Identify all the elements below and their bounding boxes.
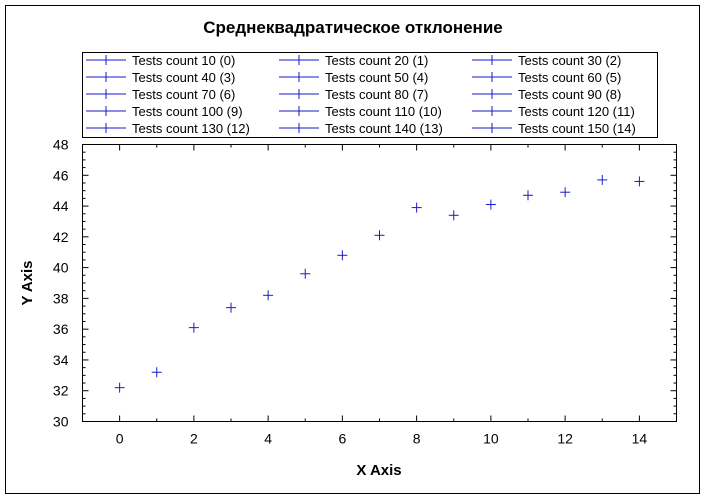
legend-label: Tests count 120 (11) (518, 104, 635, 119)
legend-label: Tests count 40 (3) (132, 70, 235, 85)
x-axis-label: X Axis (356, 462, 401, 479)
legend (82, 52, 658, 138)
legend-marker-icon (472, 106, 512, 116)
data-point (114, 382, 125, 393)
legend-label: Tests count 150 (14) (518, 121, 636, 136)
legend-items: Tests count 10 (0) Tests count 20 (1) Test… (86, 53, 636, 136)
legend-label: Tests count 30 (2) (518, 53, 621, 68)
legend-marker-icon (472, 123, 512, 133)
data-point (523, 190, 533, 201)
legend-marker-icon (279, 106, 319, 116)
y-tick-label: 42 (53, 229, 69, 245)
chart-title: Среднеквадратическое отклонение (203, 18, 502, 37)
legend-item: Tests count 50 (4) (279, 70, 428, 85)
legend-label: Tests count 70 (6) (132, 87, 235, 102)
x-tick-label: 4 (264, 431, 272, 447)
data-point (634, 176, 645, 187)
legend-label: Tests count 90 (8) (518, 87, 621, 102)
legend-marker-icon (86, 55, 126, 65)
y-tick-label: 34 (53, 352, 69, 368)
legend-label: Tests count 140 (13) (325, 121, 443, 136)
legend-item: Tests count 150 (14) (472, 121, 636, 136)
data-point (560, 187, 571, 198)
legend-item: Tests count 90 (8) (472, 87, 621, 102)
legend-item: Tests count 70 (6) (86, 87, 235, 102)
legend-marker-icon (86, 106, 126, 116)
data-point (374, 230, 385, 241)
y-tick-label: 44 (53, 198, 69, 214)
data-point (188, 322, 199, 333)
legend-label: Tests count 130 (12) (132, 121, 250, 136)
legend-label: Tests count 100 (9) (132, 104, 243, 119)
x-tick-label: 10 (483, 431, 499, 447)
legend-label: Tests count 20 (1) (325, 53, 428, 68)
y-tick-label: 48 (53, 137, 69, 153)
y-axis-label: Y Axis (19, 260, 36, 305)
x-tick-label: 12 (557, 431, 573, 447)
legend-marker-icon (86, 89, 126, 99)
legend-marker-icon (279, 89, 319, 99)
legend-marker-icon (472, 55, 512, 65)
legend-marker-icon (279, 55, 319, 65)
plot-area (82, 144, 677, 422)
x-axis: 0 2 4 6 8 10 12 14 (82, 144, 677, 447)
legend-label: Tests count 50 (4) (325, 70, 428, 85)
legend-item: Tests count 130 (12) (86, 121, 250, 136)
x-tick-label: 8 (413, 431, 421, 447)
y-tick-label: 32 (53, 383, 69, 399)
y-tick-label: 36 (53, 321, 69, 337)
legend-item: Tests count 120 (11) (472, 104, 635, 119)
y-tick-label: 30 (53, 414, 69, 430)
legend-marker-icon (279, 123, 319, 133)
data-point (597, 174, 608, 185)
legend-item: Tests count 40 (3) (86, 70, 235, 85)
data-point (485, 199, 496, 210)
legend-item: Tests count 110 (10) (279, 104, 442, 119)
legend-item: Tests count 20 (1) (279, 53, 428, 68)
y-tick-label: 38 (53, 290, 69, 306)
x-tick-label: 6 (338, 431, 346, 447)
data-point (448, 210, 459, 221)
legend-item: Tests count 80 (7) (279, 87, 428, 102)
data-point (411, 202, 422, 213)
y-tick-label: 40 (53, 260, 69, 276)
legend-item: Tests count 100 (9) (86, 104, 243, 119)
legend-marker-icon (86, 123, 126, 133)
legend-item: Tests count 10 (0) (86, 53, 235, 68)
data-point (337, 250, 348, 261)
legend-label: Tests count 60 (5) (518, 70, 621, 85)
legend-label: Tests count 110 (10) (325, 104, 442, 119)
legend-item: Tests count 30 (2) (472, 53, 621, 68)
legend-label: Tests count 10 (0) (132, 53, 235, 68)
legend-marker-icon (86, 72, 126, 82)
x-tick-label: 0 (116, 431, 124, 447)
legend-marker-icon (472, 89, 512, 99)
y-tick-label: 46 (53, 167, 69, 183)
y-axis: 30 32 34 36 38 40 42 44 46 48 (53, 137, 677, 430)
x-tick-label: 14 (632, 431, 648, 447)
data-point (226, 302, 236, 313)
legend-marker-icon (472, 72, 512, 82)
legend-marker-icon (279, 72, 319, 82)
data-point (263, 290, 274, 301)
data-point (151, 367, 162, 378)
data-points (114, 174, 645, 393)
legend-item: Tests count 140 (13) (279, 121, 443, 136)
x-tick-label: 2 (190, 431, 198, 447)
legend-label: Tests count 80 (7) (325, 87, 428, 102)
data-point (300, 268, 311, 279)
legend-item: Tests count 60 (5) (472, 70, 621, 85)
